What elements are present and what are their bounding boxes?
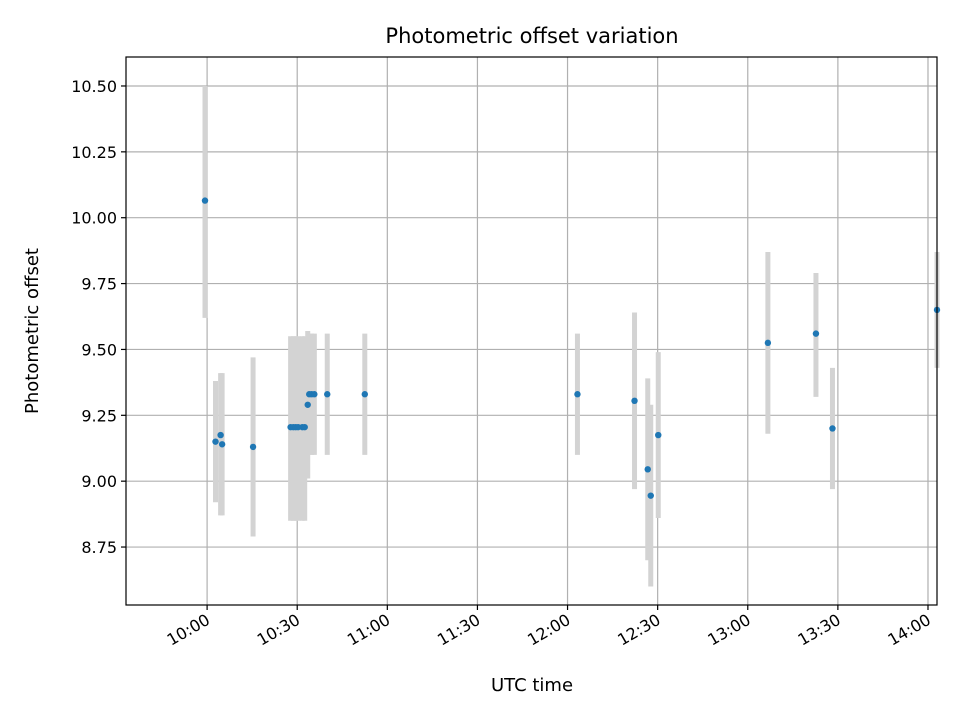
data-point xyxy=(217,431,224,439)
data-point xyxy=(764,339,772,347)
data-point xyxy=(631,397,638,405)
grid-lines xyxy=(126,57,937,605)
y-tick-label: 9.50 xyxy=(81,340,117,359)
y-tick-label: 8.75 xyxy=(81,538,117,557)
y-tick-label: 10.00 xyxy=(71,209,117,228)
data-point xyxy=(829,425,836,432)
y-axis-ticks: 8.75 9.00 9.25 9.50 9.75 10.00 10.25 10.50 xyxy=(71,77,126,557)
data-point xyxy=(574,391,581,398)
data-point xyxy=(324,391,331,398)
data-point xyxy=(655,431,662,439)
data-points xyxy=(201,197,941,499)
y-tick-label: 10.50 xyxy=(71,77,117,96)
data-point xyxy=(812,330,820,337)
data-point xyxy=(201,197,209,204)
data-point xyxy=(644,466,651,473)
plot-area-frame xyxy=(125,56,938,606)
data-point xyxy=(647,492,654,499)
y-tick-label: 10.25 xyxy=(71,143,117,162)
y-tick-label: 9.25 xyxy=(81,406,117,425)
data-point xyxy=(218,441,226,448)
data-point xyxy=(304,401,311,408)
data-point xyxy=(249,443,257,451)
chart-title: Photometric offset variation xyxy=(385,24,678,48)
y-tick-label: 9.00 xyxy=(81,472,117,491)
data-point xyxy=(212,438,219,445)
x-axis-label: UTC time xyxy=(491,675,573,696)
data-point xyxy=(361,391,368,398)
data-point xyxy=(311,391,318,398)
y-axis-label: Photometric offset xyxy=(22,248,43,414)
y-tick-label: 9.75 xyxy=(81,275,117,294)
data-point xyxy=(301,423,308,431)
